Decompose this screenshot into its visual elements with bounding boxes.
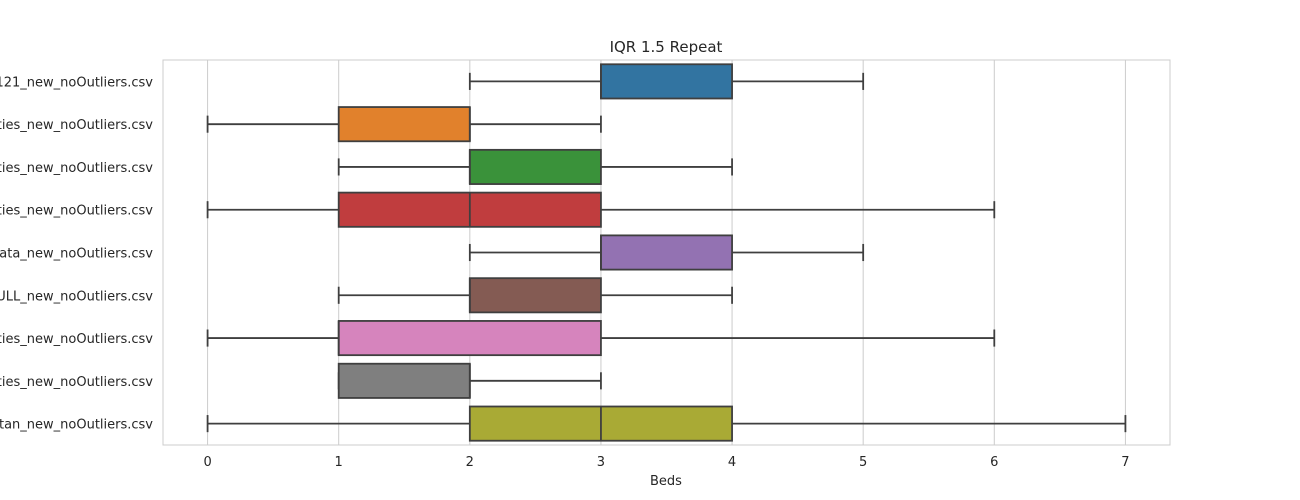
x-tick-label: 0 [203, 455, 211, 470]
x-tick-label: 5 [859, 455, 867, 470]
x-tick-label: 3 [597, 455, 605, 470]
box-group [206, 320, 996, 357]
iqr-box [468, 148, 602, 185]
y-tick-label: rties_new_noOutliers.csv [0, 375, 153, 390]
y-tick-label: rties_new_noOutliers.csv [0, 332, 153, 347]
y-tick-label: ULL_new_noOutliers.csv [0, 289, 153, 304]
box-group [337, 362, 602, 399]
x-tick-label: 2 [466, 455, 474, 470]
y-tick-label: stan_new_noOutliers.csv [0, 418, 153, 433]
y-tick-label: rties_new_noOutliers.csv [0, 118, 153, 133]
iqr-box [337, 106, 471, 143]
box-group [337, 148, 733, 185]
iqr-box [600, 234, 733, 271]
x-axis-label: Beds [650, 474, 682, 489]
box-group [206, 106, 602, 143]
box-group [206, 191, 996, 228]
box-layer [206, 63, 1127, 442]
box-group [206, 405, 1127, 442]
box-group [468, 234, 865, 271]
y-tick-label: rties_new_noOutliers.csv [0, 204, 153, 219]
y-tick-label: 121_new_noOutliers.csv [0, 75, 153, 90]
chart-title: IQR 1.5 Repeat [610, 38, 723, 56]
x-tick-label: 1 [335, 455, 343, 470]
x-tick-labels: 0 1 2 3 4 5 6 7 [203, 455, 1129, 470]
box-group [337, 277, 733, 314]
x-tick-label: 7 [1121, 455, 1129, 470]
iqr-box [337, 362, 471, 399]
iqr-box [600, 63, 733, 100]
y-tick-labels: 121_new_noOutliers.csv rties_new_noOutlie… [0, 75, 153, 432]
plot-frame [162, 59, 1171, 446]
x-tick-label: 6 [990, 455, 998, 470]
box-group [468, 63, 865, 100]
y-tick-label: data_new_noOutliers.csv [0, 247, 153, 262]
x-tick-label: 4 [728, 455, 736, 470]
y-tick-label: rties_new_noOutliers.csv [0, 161, 153, 176]
iqr-box [468, 277, 602, 314]
iqr-box [337, 320, 602, 357]
